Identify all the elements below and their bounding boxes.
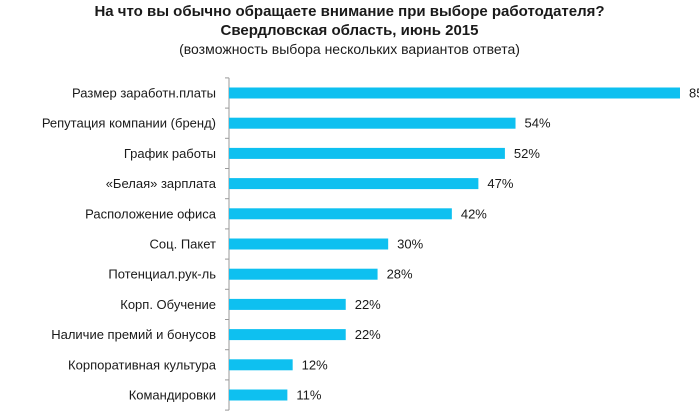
bar [229,178,479,190]
bar [229,359,293,371]
data-label: 85% [689,86,699,101]
category-label: Потенциал.рук-ль [108,267,216,282]
data-label: 12% [302,357,328,372]
category-label: Корп. Обучение [120,297,216,312]
bar [229,298,346,310]
category-label: Наличие премий и бонусов [51,327,216,342]
bar [229,329,346,341]
category-label: График работы [124,146,216,161]
bar [229,147,505,159]
category-label: Расположение офиса [85,206,217,221]
category-label: Корпоративная культура [68,357,217,372]
data-label: 47% [487,176,513,191]
bar [229,238,389,250]
data-label: 54% [525,116,551,131]
bar [229,117,516,129]
bar [229,208,452,220]
chart-title: На что вы обычно обращаете внимание при … [94,3,605,20]
category-label: Размер заработн.платы [72,86,216,101]
data-label: 22% [355,297,381,312]
bar [229,389,288,401]
data-label: 52% [514,146,540,161]
data-label: 42% [461,206,487,221]
data-label: 28% [387,267,413,282]
category-label: Командировки [129,388,216,403]
chart-note: (возможность выбора нескольких вариантов… [179,41,520,57]
chart-title-block: На что вы обычно обращаете внимание при … [0,2,699,59]
bar [229,87,680,99]
data-label: 30% [397,237,423,252]
category-label: Соц. Пакет [150,237,216,252]
data-label: 22% [355,327,381,342]
data-label: 11% [296,388,321,403]
category-label: «Белая» зарплата [106,176,217,191]
category-label: Репутация компании (бренд) [42,116,216,131]
chart-subtitle: Свердловская область, июнь 2015 [220,22,479,39]
bar [229,268,378,280]
